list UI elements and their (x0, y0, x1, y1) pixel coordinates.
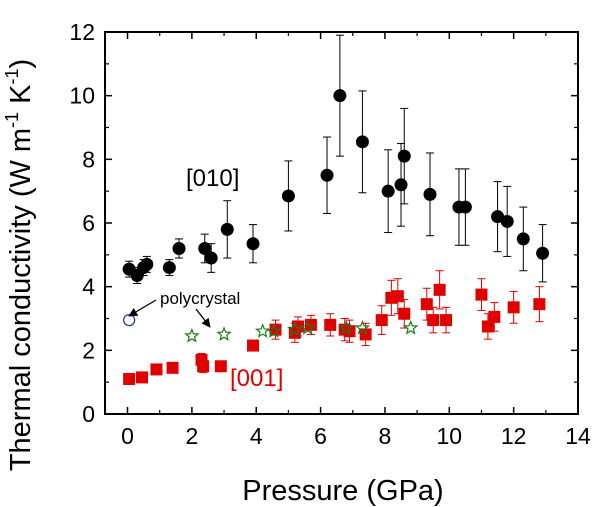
x-tick-label-2: 2 (185, 423, 198, 449)
y-tick-label-10: 10 (69, 83, 95, 109)
series-0-point-16 (397, 149, 411, 163)
series-1-point-16 (375, 314, 388, 327)
series-001-1 (123, 270, 546, 385)
y-tick-label-12: 12 (69, 19, 95, 45)
y-tick-label-2: 2 (82, 337, 95, 363)
series-0-point-12 (333, 89, 347, 103)
series-0-point-14 (381, 184, 395, 198)
series-2-point-8 (402, 319, 419, 335)
series-0-point-9 (246, 237, 260, 251)
series-1-point-7 (247, 339, 260, 352)
series-2-point-1 (216, 326, 232, 342)
y-tick-label-4: 4 (82, 274, 95, 300)
series-0-point-8 (220, 222, 234, 236)
series-2-point-7 (354, 319, 371, 335)
series-2-point-6 (338, 319, 355, 335)
y-axis-label-exp-2: -1 (2, 69, 22, 85)
annotation-polycrystal: polycrystal (160, 289, 240, 308)
data-marks (122, 34, 550, 385)
series-1-point-25 (481, 320, 494, 333)
series-0-point-4 (162, 261, 176, 275)
series-0-point-20 (491, 210, 505, 224)
series-2-point-3 (266, 323, 282, 338)
series-1-point-6 (214, 360, 227, 373)
y-axis-label-exp-1: -1 (2, 112, 22, 128)
series-0-point-3 (140, 257, 154, 271)
axis-ticks: 0 2 4 6 8 10 12 14 0 2 4 6 8 10 12 (69, 19, 591, 449)
x-tick-label-0: 0 (121, 423, 134, 449)
x-tick-label-6: 6 (314, 423, 327, 449)
annotation-010: [010] (186, 165, 239, 192)
series-0-point-10 (281, 189, 295, 203)
series-1-point-22 (433, 283, 446, 296)
series-2-point-2 (254, 323, 271, 338)
polycrystal-arrow-right (195, 308, 211, 328)
x-axis-label: Pressure (GPa) (242, 475, 443, 507)
x-tick-label-10: 10 (436, 423, 462, 449)
series-1-point-0 (123, 372, 136, 385)
annotation-001: [001] (230, 365, 283, 392)
x-tick-label-4: 4 (250, 423, 263, 449)
x-tick-label-12: 12 (501, 423, 527, 449)
series-1-point-3 (166, 361, 179, 374)
series-2-point-4 (287, 321, 303, 337)
series-1-point-26 (488, 310, 501, 323)
series-1-point-24 (475, 288, 488, 301)
series-0-point-15 (394, 178, 408, 192)
y-tick-label-0: 0 (82, 401, 95, 427)
x-tick-label-14: 14 (565, 423, 591, 449)
y-axis-label-part-1: Thermal conductivity (W m (5, 128, 37, 471)
series-1-point-12 (324, 318, 337, 331)
series-1-point-18 (391, 290, 404, 303)
series-0-point-19 (458, 200, 472, 214)
series-0-point-22 (516, 232, 530, 246)
y-axis-label-part-2: K (5, 84, 37, 112)
x-tick-label-8: 8 (379, 423, 392, 449)
series-1-point-21 (427, 314, 440, 327)
series-2-point-5 (299, 319, 316, 335)
series-0-point-23 (536, 246, 550, 260)
series-1-point-23 (440, 314, 453, 327)
series-1-point-5 (197, 360, 210, 373)
series-1-point-2 (150, 363, 163, 376)
series-2-point-0 (184, 327, 200, 343)
series-0-point-7 (204, 251, 218, 265)
series-0-point-21 (500, 214, 514, 228)
series-1-point-19 (398, 307, 411, 320)
series-010-0 (122, 34, 550, 284)
series-0-point-6 (198, 241, 212, 255)
series-1-point-8 (269, 323, 282, 336)
series-0-point-11 (320, 168, 334, 182)
series-3-point-0 (122, 313, 136, 327)
series-stars-2 (184, 319, 419, 343)
series-0-point-13 (355, 135, 369, 149)
series-polycrystal-3 (122, 313, 136, 327)
polycrystal-arrow-left (128, 299, 157, 317)
y-axis-label-part-3: ) (5, 59, 37, 69)
series-0-point-17 (423, 187, 437, 201)
series-0-point-5 (172, 241, 186, 255)
y-tick-label-6: 6 (82, 210, 95, 236)
series-1-point-28 (533, 298, 546, 311)
y-axis-label: Thermal conductivity (W m-1 K-1) (2, 59, 37, 471)
series-1-point-20 (420, 298, 433, 311)
y-tick-label-8: 8 (82, 146, 95, 172)
series-1-point-1 (136, 371, 149, 384)
series-1-point-27 (507, 301, 520, 314)
